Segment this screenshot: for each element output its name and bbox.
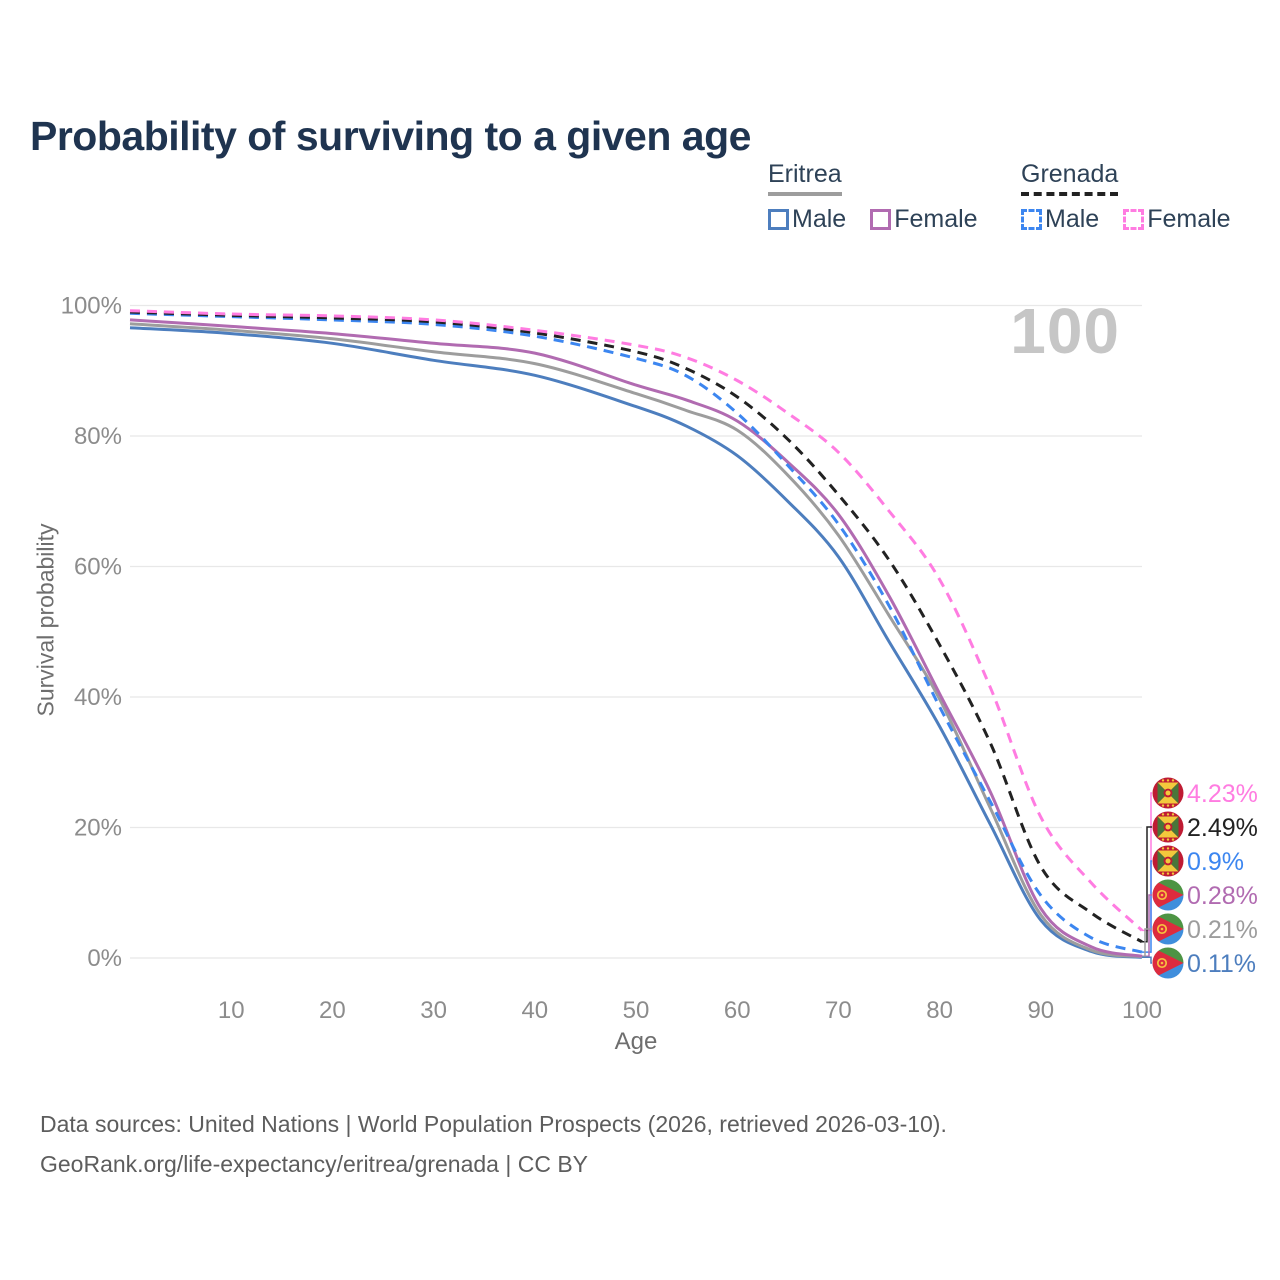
y-tick-label: 60% xyxy=(74,554,122,581)
y-tick-label: 100% xyxy=(61,293,122,320)
x-tick-label: 20 xyxy=(319,997,346,1024)
source-url-line: GeoRank.org/life-expectancy/eritrea/gren… xyxy=(40,1151,589,1177)
eritrea-flag-icon xyxy=(1152,879,1184,911)
grenada-male-swatch-icon xyxy=(1021,209,1042,230)
attribution-footer: Data sources: United Nations | World Pop… xyxy=(40,1104,947,1184)
legend-item-grenada-male[interactable]: Male xyxy=(1021,205,1099,234)
legend-item-label: Female xyxy=(1147,205,1231,233)
x-tick-label: 100 xyxy=(1122,997,1162,1024)
end-value-label-grenada: 2.49% xyxy=(1187,814,1258,842)
grenada-flag-icon xyxy=(1152,845,1184,877)
data-sources-line: Data sources: United Nations | World Pop… xyxy=(40,1111,947,1137)
legend-item-eritrea-male[interactable]: Male xyxy=(768,205,846,234)
end-value-label-grenada-female: 4.23% xyxy=(1187,780,1258,808)
eritrea-female-swatch-icon xyxy=(870,209,892,230)
end-value-label-eritrea: 0.21% xyxy=(1187,916,1258,944)
legend-item-grenada-female[interactable]: Female xyxy=(1123,205,1231,234)
page-title: Probability of surviving to a given age xyxy=(30,113,751,160)
hovered-age-watermark: 100 xyxy=(1010,295,1120,367)
x-tick-label: 80 xyxy=(926,997,953,1024)
x-tick-label: 70 xyxy=(825,997,852,1024)
series-line-grenada-male[interactable] xyxy=(129,311,1143,954)
x-tick-label: 90 xyxy=(1027,997,1054,1024)
grenada-female-swatch-icon xyxy=(1123,209,1145,230)
x-tick-label: 50 xyxy=(623,997,650,1024)
series-line-eritrea[interactable] xyxy=(129,322,1143,959)
series-line-eritrea-male[interactable] xyxy=(129,326,1143,959)
end-value-label-eritrea-female: 0.28% xyxy=(1187,882,1258,910)
x-tick-label: 40 xyxy=(521,997,548,1024)
y-tick-label: 20% xyxy=(74,815,122,842)
end-value-label-grenada-male: 0.9% xyxy=(1187,848,1244,876)
legend-item-eritrea-female[interactable]: Female xyxy=(870,205,978,234)
x-axis-title: Age xyxy=(614,1028,658,1055)
leader-line-grenada-male xyxy=(1142,860,1152,953)
grenada-flag-icon xyxy=(1152,811,1184,843)
eritrea-flag-icon xyxy=(1152,913,1184,945)
series-line-grenada[interactable] xyxy=(129,310,1143,944)
eritrea-flag-icon xyxy=(1152,947,1184,979)
y-tick-label: 80% xyxy=(74,423,122,450)
y-tick-label: 40% xyxy=(74,684,122,711)
x-tick-label: 10 xyxy=(218,997,245,1024)
x-tick-label: 60 xyxy=(724,997,751,1024)
legend-item-label: Female xyxy=(894,205,978,233)
series-line-grenada-female[interactable] xyxy=(129,309,1144,932)
eritrea-male-swatch-icon xyxy=(768,209,789,230)
legend-item-label: Male xyxy=(792,205,847,233)
series-line-eritrea-female[interactable] xyxy=(129,318,1143,958)
grenada-flag-icon xyxy=(1152,777,1184,809)
legend-group-eritrea: Eritrea Male Female xyxy=(768,160,978,234)
end-value-label-eritrea-male: 0.11% xyxy=(1187,950,1256,978)
legend-header-grenada[interactable]: Grenada xyxy=(1021,160,1119,196)
legend-item-label: Male xyxy=(1045,205,1100,233)
y-tick-label: 0% xyxy=(87,945,122,972)
legend-header-eritrea[interactable]: Eritrea xyxy=(768,160,842,196)
x-tick-label: 30 xyxy=(420,997,447,1024)
leader-line-eritrea-male xyxy=(1142,956,1152,964)
legend-group-grenada: Grenada Male Female xyxy=(1021,160,1231,234)
